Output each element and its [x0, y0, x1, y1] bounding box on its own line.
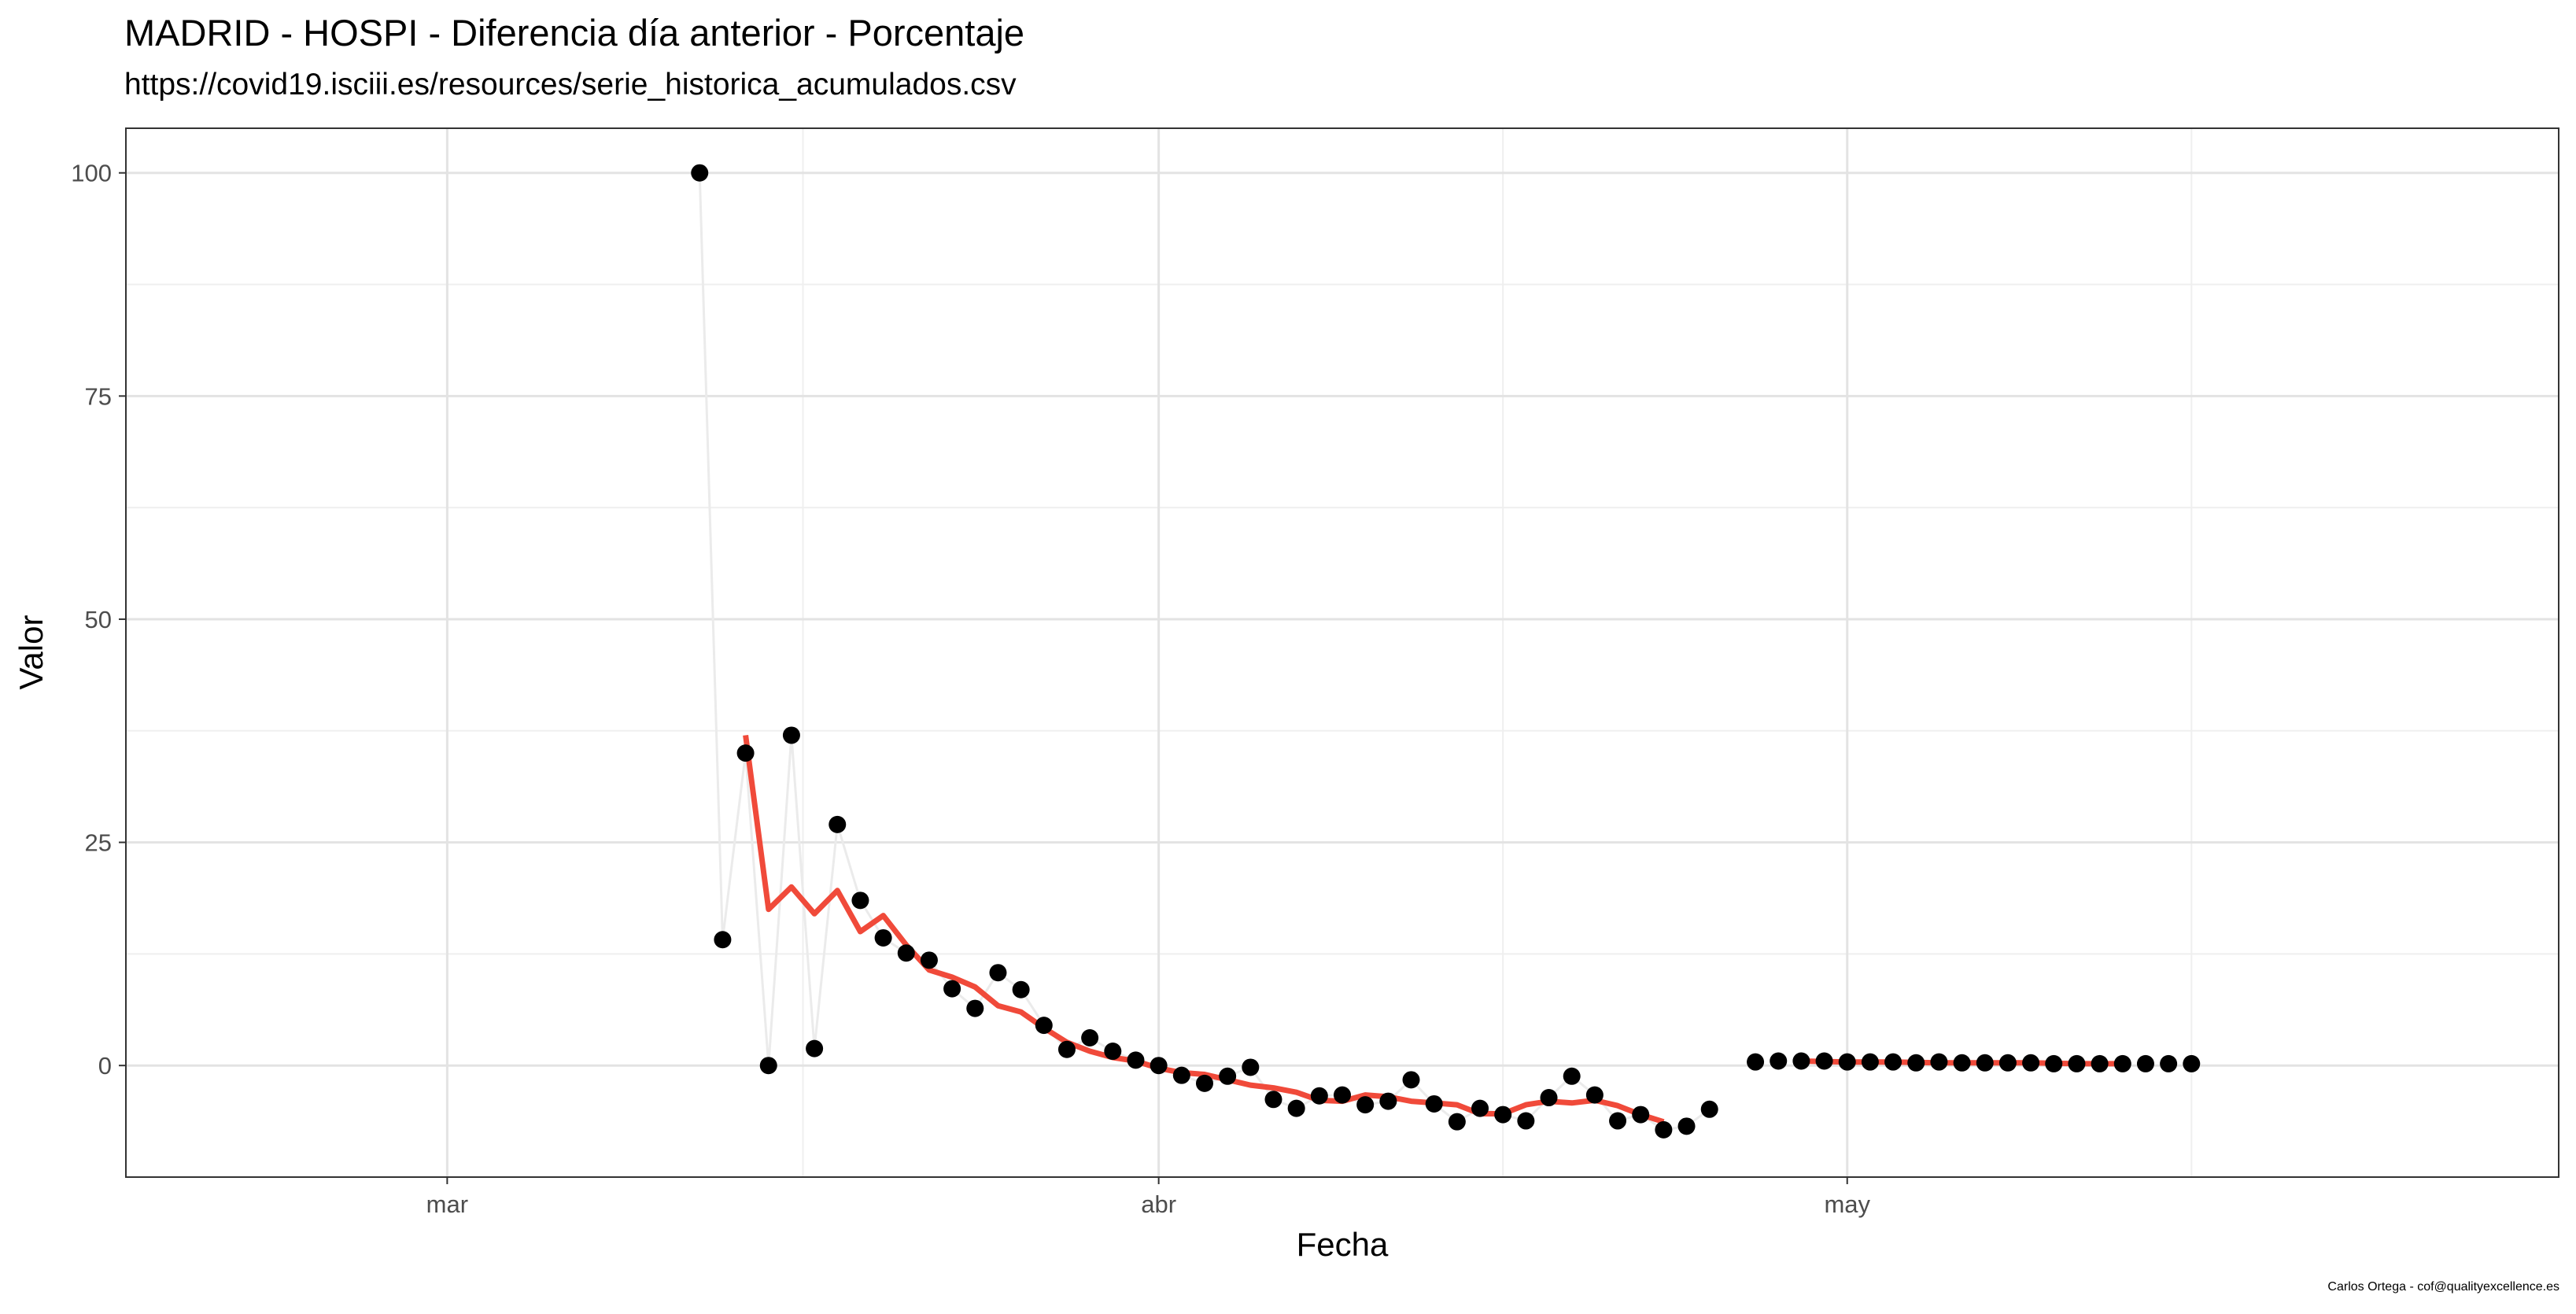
data-point	[1219, 1067, 1237, 1085]
data-point	[1517, 1112, 1535, 1130]
data-point	[736, 744, 755, 762]
data-point	[2068, 1054, 2086, 1072]
data-point	[1540, 1089, 1558, 1107]
data-point	[2160, 1054, 2178, 1072]
data-point	[874, 928, 892, 947]
panel-border	[125, 127, 2559, 1178]
data-point	[759, 1057, 777, 1075]
data-point	[1264, 1091, 1282, 1109]
chart-title: MADRID - HOSPI - Diferencia día anterior…	[124, 12, 1025, 54]
data-point	[1310, 1087, 1328, 1105]
connector-layer	[698, 172, 1711, 1131]
data-point	[1402, 1071, 1420, 1089]
data-point	[1655, 1120, 1673, 1139]
data-point	[1425, 1094, 1443, 1113]
data-point	[782, 726, 800, 744]
data-point	[1172, 1066, 1190, 1084]
data-point	[1195, 1074, 1213, 1092]
data-point	[1494, 1105, 1512, 1124]
y-tick-label: 0	[98, 1052, 112, 1080]
data-point	[1585, 1086, 1604, 1104]
y-tick-label: 25	[85, 829, 112, 857]
data-point	[1563, 1067, 1581, 1085]
data-point	[1953, 1054, 1971, 1072]
data-point	[2091, 1054, 2109, 1072]
data-point	[1150, 1057, 1168, 1075]
connector-line	[698, 172, 1711, 1131]
data-point	[1057, 1040, 1076, 1058]
chart-subtitle: https://covid19.isciii.es/resources/seri…	[124, 68, 1017, 102]
data-point	[1242, 1058, 1260, 1076]
data-point	[1907, 1054, 1925, 1072]
data-point	[1035, 1017, 1053, 1035]
data-point	[920, 951, 938, 969]
data-point	[1700, 1100, 1718, 1118]
data-point	[1012, 980, 1030, 998]
y-tick-label: 100	[71, 160, 112, 187]
data-point	[1081, 1029, 1099, 1047]
smoothed-trend-line	[743, 734, 1665, 1125]
points-layer	[691, 164, 2201, 1139]
data-point	[966, 999, 984, 1017]
x-tick-label: may	[1824, 1190, 1870, 1218]
data-point	[1609, 1112, 1627, 1130]
y-tick-label: 50	[85, 606, 112, 633]
data-point	[1379, 1092, 1397, 1110]
data-point	[1127, 1051, 1145, 1069]
data-point	[2183, 1054, 2201, 1072]
chart-caption: Carlos Ortega - cof@qualityexcellence.es	[2327, 1280, 2559, 1294]
data-point	[1448, 1113, 1466, 1131]
axes-layer: 0 25 50 75 100 mar abr may	[71, 160, 1870, 1218]
data-point	[1930, 1053, 1948, 1071]
data-point	[943, 980, 961, 998]
x-tick-label: abr	[1141, 1190, 1176, 1218]
data-point	[1287, 1099, 1305, 1117]
data-point	[1104, 1043, 1122, 1061]
data-point	[1356, 1096, 1375, 1114]
data-point	[1471, 1099, 1489, 1117]
data-point	[2136, 1054, 2154, 1072]
data-point	[1747, 1053, 1765, 1071]
data-point	[2022, 1054, 2040, 1072]
data-point	[1632, 1105, 1650, 1124]
data-point	[1998, 1054, 2017, 1072]
data-point	[691, 164, 709, 182]
data-point	[1792, 1052, 1810, 1070]
data-point	[1838, 1053, 1856, 1071]
data-point	[2045, 1054, 2063, 1072]
data-point	[851, 891, 869, 910]
data-point	[806, 1039, 824, 1057]
x-tick-label: mar	[426, 1190, 468, 1218]
grid-layer	[126, 128, 2559, 1177]
data-point	[989, 964, 1007, 982]
data-point	[897, 944, 915, 962]
x-axis-label: Fecha	[1297, 1226, 1389, 1263]
y-axis-label: Valor	[13, 615, 50, 690]
data-point	[1770, 1052, 1788, 1070]
data-point	[2113, 1054, 2131, 1072]
data-point	[1677, 1117, 1696, 1135]
data-point	[714, 931, 732, 949]
data-point	[1334, 1086, 1351, 1104]
data-point	[829, 815, 847, 833]
data-point	[1976, 1054, 1994, 1072]
data-point	[1815, 1052, 1833, 1070]
data-point	[1884, 1053, 1902, 1071]
data-point	[1861, 1053, 1879, 1071]
y-tick-label: 75	[85, 382, 112, 410]
